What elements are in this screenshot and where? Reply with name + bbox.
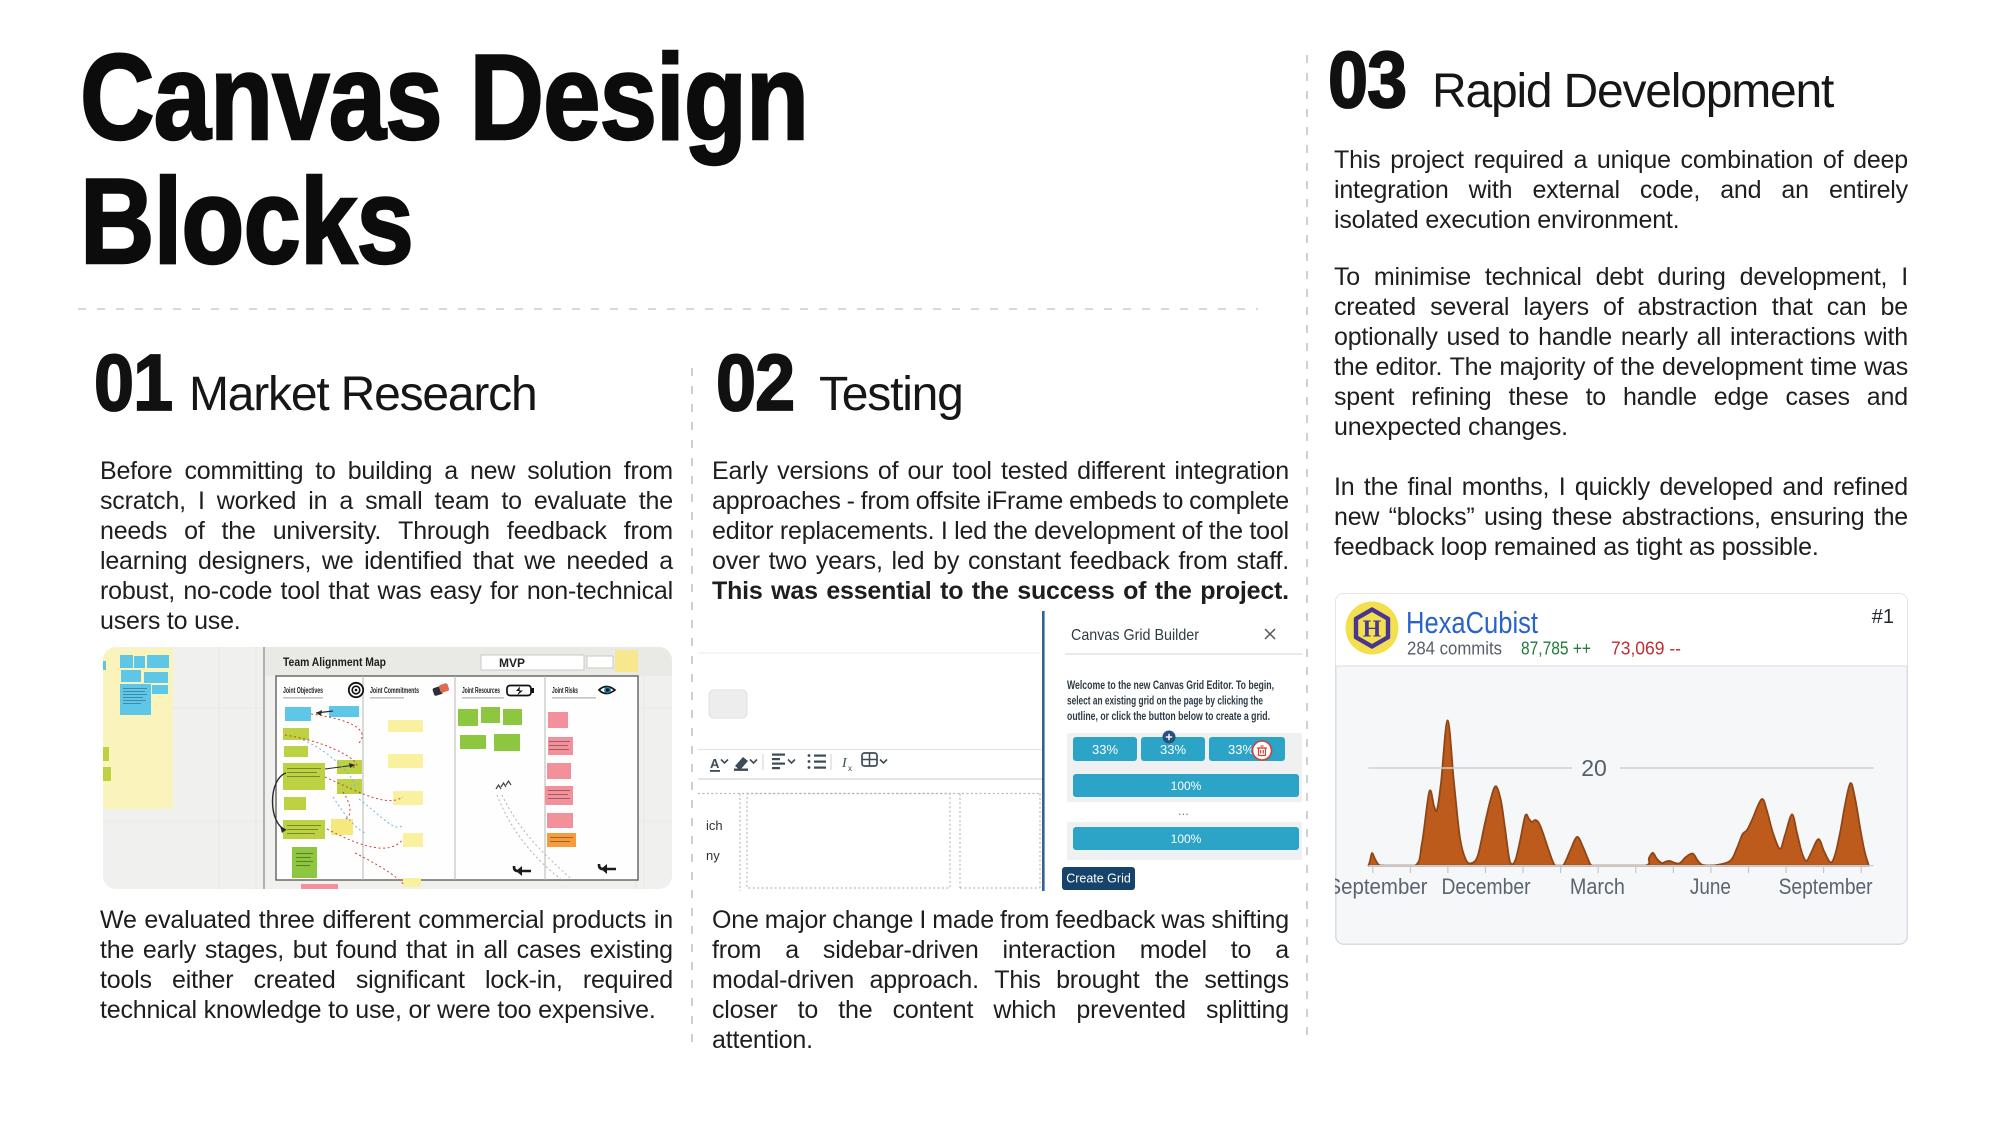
- svg-text:33%: 33%: [1160, 742, 1186, 757]
- svg-text:Joint Resources: Joint Resources: [462, 686, 500, 695]
- svg-text:87,785 ++: 87,785 ++: [1521, 638, 1591, 659]
- svg-text:I: I: [841, 756, 848, 771]
- svg-text:#1: #1: [1872, 606, 1894, 628]
- svg-text:Joint Objectives: Joint Objectives: [283, 686, 323, 695]
- svg-text:December: December: [1442, 874, 1531, 899]
- svg-text:ny: ny: [706, 848, 720, 863]
- svg-text:Create Grid: Create Grid: [1066, 872, 1131, 886]
- svg-text:September: September: [1335, 874, 1428, 899]
- svg-text:20: 20: [1581, 755, 1607, 781]
- svg-text:33%: 33%: [1228, 742, 1254, 757]
- svg-text:Welcome to the new Canvas Grid: Welcome to the new Canvas Grid Editor. T…: [1067, 680, 1274, 692]
- svg-text:Team Alignment Map: Team Alignment Map: [283, 655, 386, 669]
- svg-text:100%: 100%: [1171, 832, 1202, 846]
- svg-text:x: x: [848, 764, 852, 773]
- svg-text:ich: ich: [706, 818, 723, 833]
- svg-text:...: ...: [1178, 803, 1189, 818]
- svg-text:HexaCubist: HexaCubist: [1406, 605, 1538, 640]
- svg-text:March: March: [1570, 874, 1625, 899]
- svg-text:June: June: [1690, 874, 1731, 899]
- svg-text:outline, or click the button b: outline, or click the button below to cr…: [1067, 711, 1270, 723]
- svg-text:Joint Commitments: Joint Commitments: [370, 686, 419, 695]
- svg-text:Joint Risks: Joint Risks: [552, 686, 578, 695]
- svg-text:73,069 --: 73,069 --: [1611, 638, 1681, 659]
- svg-text:H: H: [1363, 617, 1382, 643]
- svg-text:September: September: [1779, 874, 1873, 899]
- svg-text:33%: 33%: [1092, 742, 1118, 757]
- svg-text:select an existing grid on the: select an existing grid on the page by c…: [1067, 696, 1263, 708]
- svg-text:A: A: [710, 756, 720, 771]
- svg-text:284 commits: 284 commits: [1407, 638, 1502, 659]
- svg-text:100%: 100%: [1171, 779, 1202, 793]
- svg-text:MVP: MVP: [499, 656, 525, 670]
- svg-text:Canvas Grid Builder: Canvas Grid Builder: [1071, 627, 1200, 644]
